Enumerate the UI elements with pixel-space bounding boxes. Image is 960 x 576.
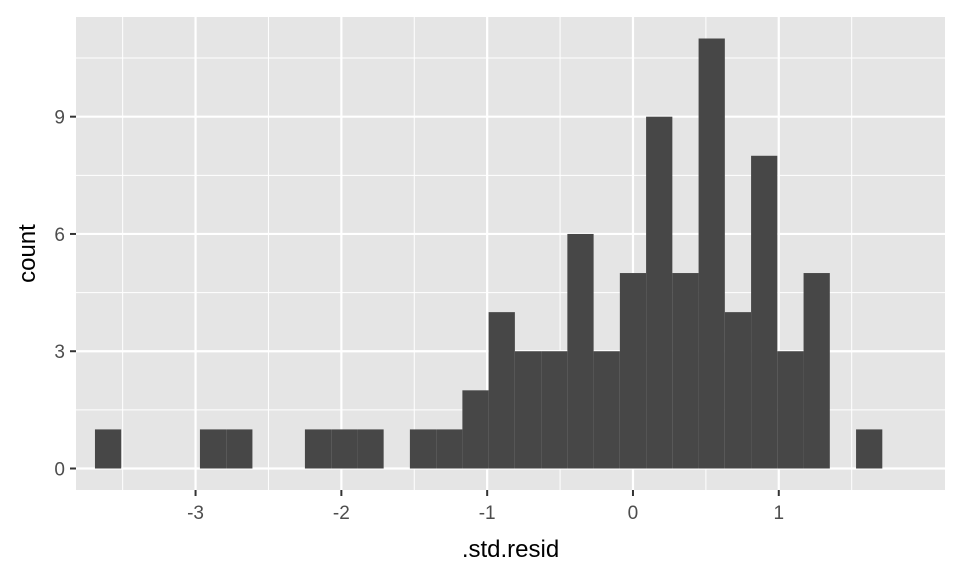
x-tick-label: -1 [479, 503, 496, 524]
x-tick-label: -3 [187, 503, 204, 524]
histogram-bar [304, 429, 332, 469]
histogram-bar [751, 155, 778, 469]
x-tick-label: 0 [628, 503, 639, 524]
histogram-bars [94, 38, 883, 469]
y-tick-label: 6 [54, 225, 65, 246]
x-tick-label: 1 [773, 503, 784, 524]
histogram-bar [803, 273, 830, 469]
histogram-bar [646, 116, 673, 469]
histogram-bar [488, 312, 515, 469]
histogram-bar [226, 429, 253, 469]
x-tick-label: -2 [333, 503, 350, 524]
histogram-bar [331, 429, 358, 469]
histogram-bar [724, 312, 752, 469]
histogram-bar [541, 351, 568, 469]
histogram-bar [436, 429, 463, 469]
histogram-bar [94, 429, 122, 469]
histogram-bar [462, 390, 489, 469]
histogram-bar [357, 429, 384, 469]
x-axis: -3 -2 -1 0 1 [187, 490, 784, 524]
histogram-bar [199, 429, 227, 469]
histogram-bar [856, 429, 883, 469]
y-axis-title: count [14, 224, 41, 283]
y-axis: 0 3 6 9 [54, 108, 76, 481]
x-axis-title: .std.resid [462, 536, 559, 563]
y-tick-label: 9 [54, 108, 65, 129]
histogram-bar [567, 233, 594, 469]
histogram-bar [514, 351, 542, 469]
y-tick-label: 3 [54, 342, 65, 363]
histogram-bar [777, 351, 804, 469]
y-tick-label: 0 [54, 460, 65, 481]
histogram-bar [409, 429, 437, 469]
histogram-bar [698, 38, 725, 469]
histogram-bar [593, 351, 620, 469]
histogram-bar [672, 273, 699, 469]
histogram-bar [619, 273, 647, 469]
